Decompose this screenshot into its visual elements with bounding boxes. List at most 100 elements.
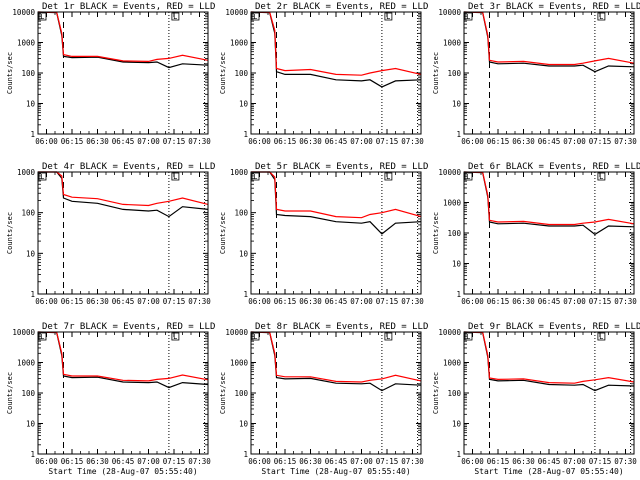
x-tick-label: 07:15 <box>589 297 612 306</box>
x-tick-label: 06:00 <box>461 457 484 466</box>
y-tick-label: 10000 <box>438 168 461 177</box>
x-tick-label: 07:15 <box>376 137 399 146</box>
x-tick-label: 06:30 <box>299 297 322 306</box>
x-tick-label: 06:15 <box>61 457 84 466</box>
box-marker <box>464 172 473 181</box>
x-tick-label: 06:30 <box>86 137 109 146</box>
box-marker-label: L <box>253 333 257 341</box>
x-tick-label: 06:00 <box>35 297 58 306</box>
box-marker <box>464 12 473 21</box>
y-tick-label: 100 <box>21 209 35 218</box>
y-tick-label: 100 <box>447 69 461 78</box>
y-axis-label: Counts/sec <box>432 212 440 254</box>
y-tick-label: 10000 <box>438 328 461 337</box>
chart-title: Det 4r BLACK = Events, RED = LLD <box>42 162 215 172</box>
box-marker <box>171 12 180 21</box>
box-marker-label: L <box>599 173 603 181</box>
x-tick-label: 06:45 <box>112 137 135 146</box>
x-axis-label: Start Time (28-Aug-07 05:55:40) <box>474 467 623 476</box>
x-tick-label: 06:00 <box>461 297 484 306</box>
y-tick-label: 1 <box>30 290 35 299</box>
x-tick-label: 07:30 <box>614 137 637 146</box>
events-series-line <box>251 171 422 235</box>
plot-frame <box>250 331 422 455</box>
chart-title: Det 7r BLACK = Events, RED = LLD <box>42 322 215 332</box>
y-tick-label: 10 <box>26 100 36 109</box>
y-tick-label: 1000 <box>230 168 249 177</box>
y-tick-label: 10 <box>26 249 36 258</box>
y-tick-label: 10 <box>239 100 249 109</box>
box-marker-label: L <box>466 173 470 181</box>
x-tick-label: 07:00 <box>137 297 160 306</box>
x-tick-label: 07:30 <box>188 137 211 146</box>
x-tick-label: 06:45 <box>325 297 348 306</box>
y-tick-label: 1 <box>243 290 248 299</box>
x-tick-label: 06:00 <box>248 457 271 466</box>
chart-title: Det 2r BLACK = Events, RED = LLD <box>255 2 428 12</box>
x-tick-label: 06:30 <box>299 137 322 146</box>
chart-title: Det 6r BLACK = Events, RED = LLD <box>468 162 640 172</box>
y-tick-label: 1 <box>456 450 461 459</box>
box-marker-label: L <box>253 173 257 181</box>
y-tick-label: 1000 <box>17 168 36 177</box>
lld-series-line <box>251 171 422 219</box>
y-tick-label: 1000 <box>17 39 36 48</box>
x-tick-label: 06:15 <box>61 297 84 306</box>
x-tick-label: 06:15 <box>274 297 297 306</box>
y-axis-label: Counts/sec <box>6 372 14 414</box>
x-tick-label: 07:15 <box>589 137 612 146</box>
y-tick-label: 10 <box>452 420 462 429</box>
events-series-line <box>37 331 209 389</box>
x-tick-label: 07:30 <box>188 297 211 306</box>
box-marker <box>251 12 260 21</box>
y-axis-label: Counts/sec <box>219 212 227 254</box>
box-marker <box>597 172 606 181</box>
lld-series-line <box>463 171 635 226</box>
box-marker-label: L <box>173 13 177 21</box>
plot-frame <box>250 11 422 135</box>
x-tick-label: 07:30 <box>401 457 424 466</box>
x-tick-label: 07:00 <box>137 457 160 466</box>
plot-frame <box>250 171 422 295</box>
x-tick-label: 06:00 <box>248 297 271 306</box>
x-tick-label: 07:00 <box>350 297 373 306</box>
box-marker <box>38 172 47 181</box>
x-tick-label: 06:15 <box>487 297 510 306</box>
x-tick-label: 06:45 <box>538 297 561 306</box>
box-marker-label: L <box>599 13 603 21</box>
x-tick-label: 07:15 <box>163 457 186 466</box>
y-tick-label: 10 <box>452 260 462 269</box>
x-tick-label: 07:30 <box>401 137 424 146</box>
x-tick-label: 06:30 <box>512 297 535 306</box>
box-marker-label: L <box>173 333 177 341</box>
y-tick-label: 1 <box>243 130 248 139</box>
x-tick-label: 06:45 <box>112 297 135 306</box>
lld-series-line <box>38 171 209 207</box>
x-tick-label: 07:00 <box>563 137 586 146</box>
box-marker-label: L <box>40 13 44 21</box>
y-tick-label: 10000 <box>12 328 35 337</box>
y-tick-label: 10 <box>239 420 249 429</box>
y-tick-label: 100 <box>234 389 248 398</box>
y-axis-label: Counts/sec <box>6 52 14 94</box>
chart-panel: Det 6r BLACK = Events, RED = LLD Counts/s… <box>432 162 640 306</box>
x-tick-label: 06:15 <box>487 457 510 466</box>
chart-title: Det 5r BLACK = Events, RED = LLD <box>255 162 428 172</box>
y-tick-label: 10 <box>239 249 249 258</box>
events-series-line <box>38 171 209 218</box>
box-marker-label: L <box>386 13 390 21</box>
chart-panel: Det 7r BLACK = Events, RED = LLD Counts/s… <box>6 322 215 476</box>
box-marker <box>171 172 180 181</box>
chart-title: Det 1r BLACK = Events, RED = LLD <box>42 2 215 12</box>
events-series-line <box>37 11 209 69</box>
x-axis-label: Start Time (28-Aug-07 05:55:40) <box>261 467 410 476</box>
plot-frame <box>463 331 635 455</box>
lld-series-line <box>250 331 422 383</box>
chart-panel: Det 5r BLACK = Events, RED = LLD Counts/s… <box>219 162 428 306</box>
chart-title: Det 8r BLACK = Events, RED = LLD <box>255 322 428 332</box>
x-tick-label: 07:15 <box>376 297 399 306</box>
plot-frame <box>37 171 209 295</box>
x-tick-label: 06:45 <box>325 457 348 466</box>
box-marker-label: L <box>40 173 44 181</box>
events-series-line <box>250 11 422 88</box>
